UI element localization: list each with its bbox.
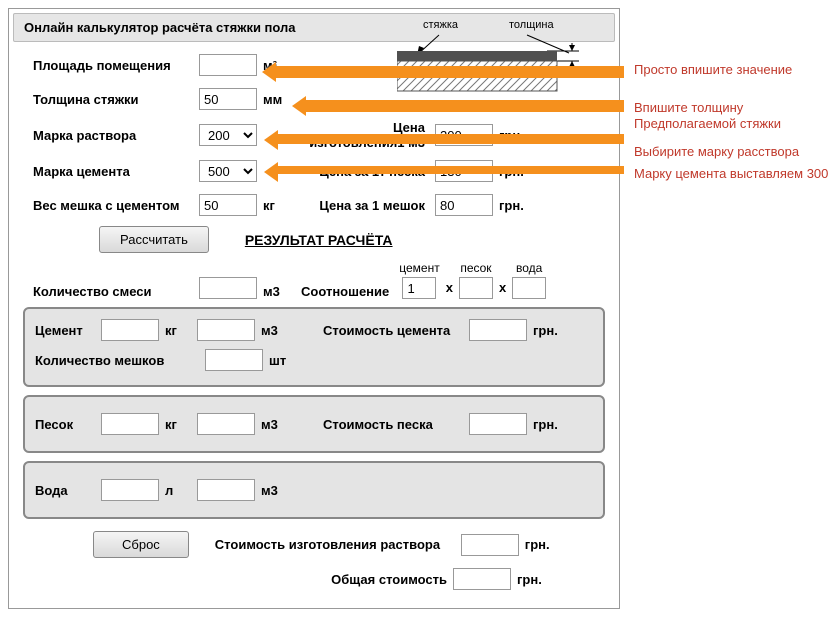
arrow-2 <box>304 100 624 112</box>
mix-qty-unit: м3 <box>263 284 293 299</box>
annotation-4: Марку цемента выставляем 300 <box>634 166 828 181</box>
arrow-4 <box>276 166 624 174</box>
area-label: Площадь помещения <box>33 58 193 73</box>
cement-m3-output <box>197 319 255 341</box>
arrow-1 <box>274 66 624 78</box>
cement-cost-output <box>469 319 527 341</box>
bag-weight-unit: кг <box>263 198 293 213</box>
sand-cost-label: Стоимость песка <box>323 417 463 432</box>
cement-group: Цемент кг м3 Стоимость цемента грн. Коли… <box>23 307 605 387</box>
annotation-3: Выбирите марку расствора <box>634 144 799 159</box>
cement-cost-label: Стоимость цемента <box>323 323 463 338</box>
thickness-input[interactable] <box>199 88 257 110</box>
cement-grade-label: Марка цемента <box>33 164 193 179</box>
mix-qty-output <box>199 277 257 299</box>
sand-label: Песок <box>35 417 95 432</box>
bag-weight-label: Вес мешка с цементом <box>33 198 193 213</box>
area-input[interactable] <box>199 54 257 76</box>
annotation-1: Просто впишите значение <box>634 62 792 77</box>
diagram-label-thickness: толщина <box>509 19 554 31</box>
cement-label: Цемент <box>35 323 95 338</box>
water-m3-output <box>197 479 255 501</box>
annotation-2a: Впишите толщину <box>634 100 743 115</box>
bags-label: Количество мешков <box>35 353 173 368</box>
diagram-label-screed: стяжка <box>423 19 458 31</box>
thickness-unit: мм <box>263 92 293 107</box>
calculator-panel: Онлайн калькулятор расчёта стяжки пола с… <box>8 8 620 609</box>
price-bag-label: Цена за 1 мешок <box>299 198 429 213</box>
cement-grade-select[interactable]: 500 <box>199 160 257 182</box>
water-l-output <box>101 479 159 501</box>
ratio-block: цемент x песок x вода <box>399 261 546 299</box>
annotation-2b: Предполагаемой стяжки <box>634 116 781 131</box>
price-bag-input[interactable] <box>435 194 493 216</box>
cement-kg-output <box>101 319 159 341</box>
sand-kg-output <box>101 413 159 435</box>
sand-group: Песок кг м3 Стоимость песка грн. <box>23 395 605 453</box>
ratio-cement-output <box>402 277 436 299</box>
bag-weight-input[interactable] <box>199 194 257 216</box>
mix-cost-output <box>461 534 519 556</box>
mortar-grade-select[interactable]: 200 <box>199 124 257 146</box>
mix-cost-label: Стоимость изготовления раствора <box>215 537 455 552</box>
sand-cost-output <box>469 413 527 435</box>
ratio-label: Соотношение <box>301 284 389 299</box>
arrow-3 <box>276 134 624 144</box>
ratio-water-output <box>512 277 546 299</box>
reset-button[interactable]: Сброс <box>93 531 189 558</box>
result-header: РЕЗУЛЬТАТ РАСЧЁТА <box>245 232 393 248</box>
price-bag-unit: грн. <box>499 198 529 213</box>
diagram-svg <box>397 33 597 95</box>
bags-output <box>205 349 263 371</box>
total-cost-label: Общая стоимость <box>207 572 447 587</box>
mix-qty-label: Количество смеси <box>33 284 193 299</box>
ratio-sand-output <box>459 277 493 299</box>
mortar-grade-label: Марка раствора <box>33 128 193 143</box>
water-group: Вода л м3 <box>23 461 605 519</box>
sand-m3-output <box>197 413 255 435</box>
screed-diagram: стяжка толщина <box>397 19 607 99</box>
total-cost-output <box>453 568 511 590</box>
water-label: Вода <box>35 483 95 498</box>
calculate-button[interactable]: Рассчитать <box>99 226 209 253</box>
thickness-label: Толщина стяжки <box>33 92 193 107</box>
